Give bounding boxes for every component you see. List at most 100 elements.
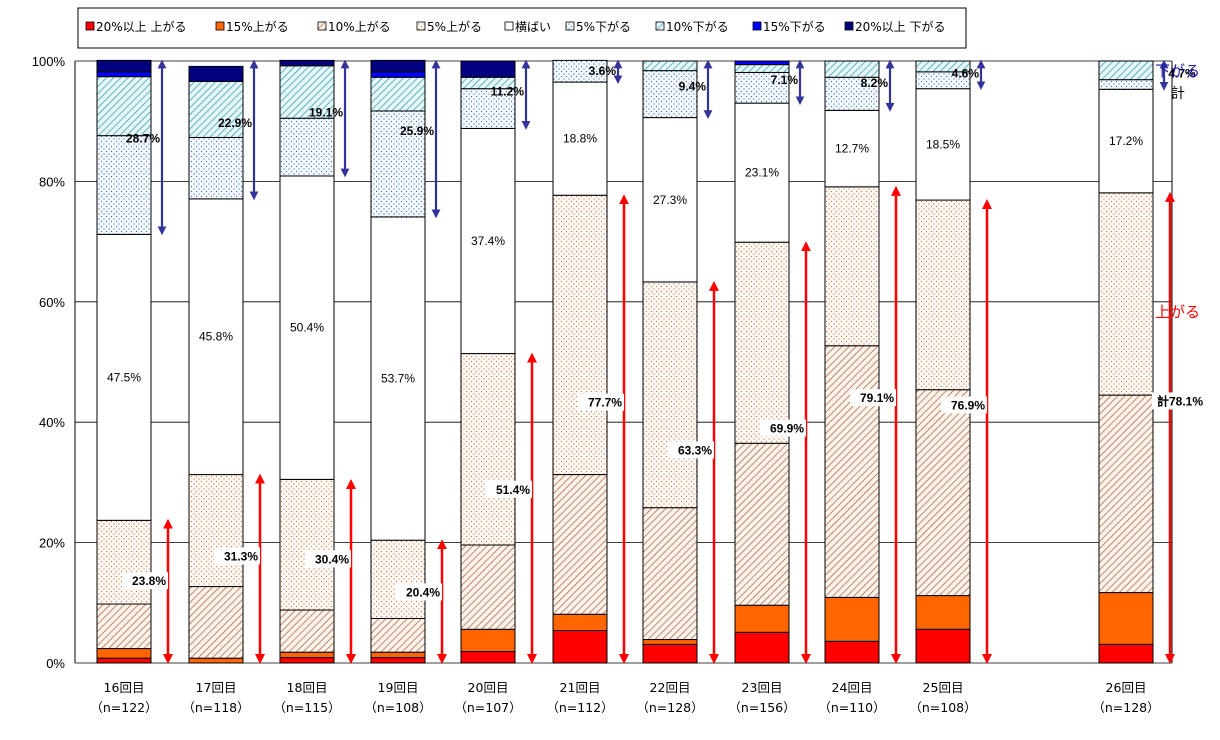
bar-segment [734, 64, 790, 73]
flat-value-label: 27.3% [653, 193, 687, 207]
bar-segment [370, 216, 426, 541]
flat-value-label: 53.7% [381, 372, 415, 386]
x-sample-size-label: （n=108） [909, 700, 976, 715]
up-total-label: 63.3% [678, 443, 712, 457]
bars [96, 59, 1154, 664]
y-tick-label: 100% [32, 54, 66, 69]
bar-segment [824, 186, 880, 347]
bar-segment [96, 59, 152, 73]
bar-segment [552, 613, 608, 631]
bar-stack [824, 60, 880, 664]
bar-segment [460, 651, 516, 664]
bar-segment [279, 657, 335, 664]
down-total-label: 25.9% [400, 124, 434, 138]
bar-segment [1098, 592, 1154, 645]
bar-segment [96, 603, 152, 650]
x-category-label: 25回目 [923, 680, 964, 695]
bar-segment [734, 102, 790, 243]
up-total-label: 30.4% [315, 552, 349, 566]
bar-segment [279, 65, 335, 119]
bar-segment [370, 76, 426, 112]
x-category-label: 24回目 [832, 680, 873, 695]
bar-segment [552, 629, 608, 664]
legend-swatch [565, 21, 575, 31]
bar-segment [188, 657, 244, 664]
bar-segment [734, 60, 790, 66]
down-word: 下がる [1155, 62, 1200, 80]
bar-segment [915, 628, 971, 664]
x-sample-size-label: （n=107） [454, 700, 521, 715]
bar-segment [96, 135, 152, 235]
bar-segment [824, 640, 880, 664]
y-tick-label: 60% [39, 295, 65, 310]
x-sample-size-label: （n=110） [818, 700, 885, 715]
x-sample-size-label: （n=122） [90, 700, 157, 715]
x-category-label: 22回目 [650, 680, 691, 695]
up-total-label-bg [122, 572, 168, 590]
bar-stack [460, 60, 516, 664]
legend-swatch [416, 21, 426, 31]
x-category-label: 17回目 [196, 680, 237, 695]
bar-segment [734, 241, 790, 444]
flat-value-label: 37.4% [471, 234, 505, 248]
up-total-label-bg [305, 550, 351, 568]
up-total-label-bg [578, 393, 624, 411]
bar-segment [460, 628, 516, 653]
bar-segment [1098, 394, 1154, 594]
legend-label: 15%下がる [763, 19, 826, 34]
bar-stack [370, 59, 426, 664]
flat-value-label: 23.1% [745, 166, 779, 180]
bar-segment [824, 109, 880, 188]
legend-label: 10%下がる [666, 19, 729, 34]
up-total-label-bg [850, 389, 896, 407]
bar-segment [552, 474, 608, 615]
x-sample-size-label: （n=128） [636, 700, 703, 715]
bar-segment [915, 389, 971, 597]
x-category-label: 21回目 [560, 680, 601, 695]
bar-segment [460, 127, 516, 355]
bar-segment [734, 442, 790, 606]
flat-value-label: 18.8% [563, 132, 597, 146]
y-axis-ticks: 0% 20% 40% 60% 80% 100% [32, 54, 66, 671]
bar-segment [1098, 192, 1154, 396]
bar-stack [915, 60, 971, 664]
bar-segment [370, 59, 426, 73]
bar-segment [370, 651, 426, 659]
flat-labels: 47.5% 45.8% 50.4% 53.7% 37.4% 18.8% 27.3% 23.1%… [107, 132, 1143, 386]
up-total-label: 20.4% [406, 585, 440, 599]
bar-segment [642, 117, 698, 283]
bar-segment [552, 194, 608, 476]
x-category-label: 23回目 [742, 680, 783, 695]
legend-label: 15%上がる [226, 19, 289, 34]
bar-segment [642, 643, 698, 664]
legend-swatch [752, 21, 762, 31]
bar-segment [915, 60, 971, 73]
bar-segment [279, 609, 335, 653]
bar-segment [824, 596, 880, 642]
legend-swatch [844, 21, 854, 31]
bar-segment [552, 59, 608, 83]
flat-value-label: 50.4% [290, 321, 324, 335]
bar-segment [552, 81, 608, 196]
bar-segment [824, 76, 880, 111]
bar-stack [188, 65, 244, 664]
bar-stack [734, 60, 790, 664]
bar-segment [460, 88, 516, 129]
bar-segment [96, 71, 152, 78]
bar-segment [642, 281, 698, 509]
legend-label: 20%以上 下がる [855, 19, 946, 34]
up-total-label: 76.9% [951, 398, 985, 412]
down-total-label: 22.9% [218, 116, 252, 130]
legend-swatch [655, 21, 665, 31]
bar-segment [642, 507, 698, 641]
bar-segment [915, 88, 971, 201]
side-text: 下がる 計 上がる [1155, 62, 1200, 321]
bar-segment [642, 639, 698, 645]
up-total-label-bg [668, 441, 714, 459]
legend-label: 5%下がる [576, 19, 631, 34]
y-tick-label: 0% [46, 656, 65, 671]
bar-stack [279, 59, 335, 664]
legend-label: 10%上がる [328, 19, 391, 34]
up-total-label: 79.1% [860, 391, 894, 405]
up-total-label: 23.8% [132, 574, 166, 588]
